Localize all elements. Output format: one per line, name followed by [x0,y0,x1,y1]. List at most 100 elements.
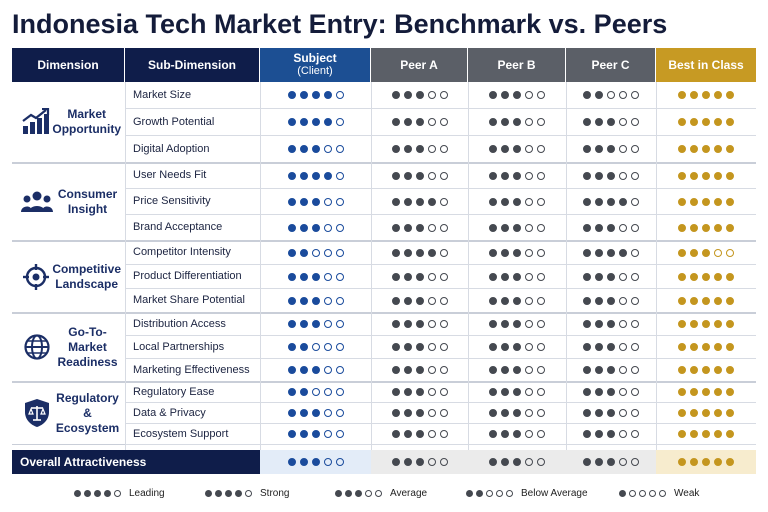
empty-dot [619,320,627,328]
filled-dot [607,171,615,180]
peer-a-score-cell [371,289,468,312]
filled-dot [702,272,710,281]
table-row: Price Sensitivity [125,189,756,215]
filled-dot [702,91,710,99]
table-row: Local Partnerships [125,336,756,359]
empty-dot [439,272,448,281]
subject-score [287,145,344,153]
empty-dot [427,296,436,305]
col-header-best-in-class: Best in Class [656,48,756,82]
peer-b-score [489,91,545,99]
peer-c-score [583,320,639,328]
page-title: Indonesia Tech Market Entry: Benchmark v… [12,9,668,39]
empty-dot [439,145,448,153]
filled-dot [311,197,320,206]
empty-dot [427,171,436,180]
peer-c-score-cell [566,313,656,335]
filled-dot [391,366,400,374]
filled-dot [345,489,352,497]
empty-dot [427,91,436,99]
subject-score [287,171,344,180]
filled-dot [287,91,296,99]
subject-score [287,388,344,396]
dimension-group: Consumer Insight [12,163,125,241]
filled-dot [403,409,412,417]
group-divider [12,162,756,164]
filled-dot [583,145,591,153]
filled-dot [702,320,710,328]
empty-dot [631,171,639,180]
filled-dot [403,430,412,438]
empty-dot [631,118,639,126]
peer-c-score-cell [566,382,656,402]
overall-peer-c-score [566,450,656,474]
empty-dot [537,91,545,99]
filled-dot [299,388,308,396]
filled-dot [403,272,412,281]
legend-dots [335,489,382,497]
filled-dot [489,223,497,232]
filled-dot [501,118,509,126]
filled-dot [702,248,710,257]
filled-dot [726,272,734,281]
filled-dot [104,489,111,497]
peer-a-score-cell [371,136,468,162]
filled-dot [415,197,424,206]
table-row: Digital Adoption [125,136,756,163]
filled-dot [299,320,308,328]
empty-dot [114,489,121,497]
filled-dot [513,296,521,305]
filled-dot [287,458,296,466]
filled-dot [311,91,320,99]
col-header-dimension: Dimension [12,48,125,82]
filled-dot [391,388,400,396]
filled-dot [714,91,722,99]
peer-b-score-cell [468,109,566,135]
peer-b-score [489,197,545,206]
empty-dot [619,458,627,466]
filled-dot [323,118,332,126]
filled-dot [74,489,81,497]
best-in-class-score-cell [656,336,756,358]
empty-dot [323,320,332,328]
empty-dot [537,145,545,153]
filled-dot [678,118,686,126]
best-in-class-score [678,171,734,180]
peer-a-score-cell [371,163,468,188]
empty-dot [537,409,545,417]
empty-dot [525,197,533,206]
filled-dot [489,343,497,351]
empty-dot [323,343,332,351]
peer-a-score-cell [371,109,468,135]
filled-dot [299,366,308,374]
filled-dot [476,489,483,497]
filled-dot [513,272,521,281]
filled-dot [678,366,686,374]
empty-dot [439,458,448,466]
filled-dot [678,320,686,328]
filled-dot [403,366,412,374]
filled-dot [415,430,424,438]
col-header-subject: Subject (Client) [260,48,371,82]
filled-dot [391,223,400,232]
filled-dot [335,489,342,497]
best-in-class-score-cell [656,313,756,335]
best-in-class-score-cell [656,215,756,240]
peer-b-score [489,320,545,328]
column-divider [468,82,469,450]
filled-dot [678,272,686,281]
filled-dot [489,458,497,466]
column-divider [260,82,261,450]
subject-score-cell [260,424,371,444]
filled-dot [607,272,615,281]
empty-dot [525,296,533,305]
dimension-label: Regulatory & Ecosystem [55,390,120,435]
empty-dot [335,366,344,374]
legend-label: Strong [260,487,290,499]
peer-c-score-cell [566,82,656,108]
dimension-group: Market Opportunity [12,82,125,163]
filled-dot [225,489,232,497]
empty-dot [537,296,545,305]
best-in-class-score [678,366,734,374]
empty-dot [525,248,533,257]
